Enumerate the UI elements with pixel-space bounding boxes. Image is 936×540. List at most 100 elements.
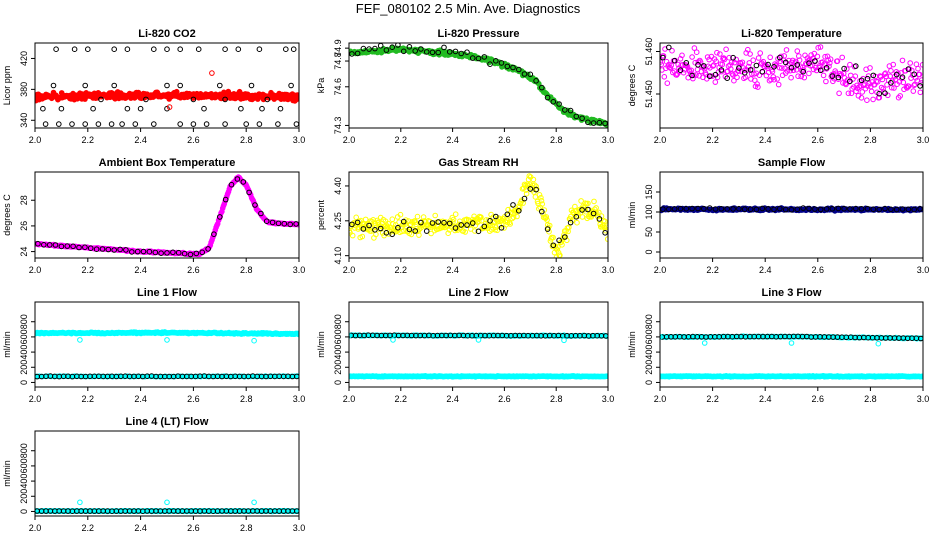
data-point xyxy=(111,46,117,53)
data-point xyxy=(366,46,372,52)
data-point xyxy=(876,94,883,101)
ambient-temp-panel: Ambient Box Temperature degrees C 2.0 2.2 2.… xyxy=(2,157,305,275)
data-point xyxy=(395,43,401,48)
x-tick-label: 2.6 xyxy=(812,394,825,404)
series-low xyxy=(349,373,608,380)
data-point xyxy=(661,74,668,80)
data-point xyxy=(478,214,484,220)
data-point xyxy=(801,74,808,81)
data-point xyxy=(70,243,76,250)
data-point xyxy=(420,214,427,220)
data-point xyxy=(777,54,783,61)
data-point xyxy=(578,198,584,204)
plot-area xyxy=(349,43,608,128)
data-point xyxy=(53,46,59,53)
data-point xyxy=(294,508,299,514)
data-point xyxy=(446,220,453,227)
data-point xyxy=(767,54,774,61)
data-point xyxy=(42,121,49,127)
series-ave xyxy=(40,46,299,127)
data-point xyxy=(187,251,194,258)
data-point xyxy=(46,242,53,248)
data-point xyxy=(544,226,551,232)
data-point xyxy=(664,80,671,86)
data-point xyxy=(418,219,424,226)
chart-title: Gas Stream RH xyxy=(438,157,518,169)
data-point xyxy=(916,71,923,78)
data-point xyxy=(281,220,288,227)
data-point xyxy=(124,46,131,53)
x-tick-label: 2.8 xyxy=(240,523,253,533)
data-point xyxy=(671,57,678,64)
data-point xyxy=(177,121,183,127)
data-point xyxy=(516,204,523,210)
data-point xyxy=(123,247,129,253)
data-point xyxy=(490,214,497,220)
data-point xyxy=(521,195,528,202)
data-point xyxy=(888,80,894,86)
data-point xyxy=(782,59,789,66)
data-point xyxy=(77,337,83,343)
data-point xyxy=(469,55,476,61)
data-point xyxy=(689,205,695,212)
data-point xyxy=(519,197,525,203)
data-point xyxy=(412,48,419,54)
data-point xyxy=(252,202,258,208)
data-point xyxy=(800,68,807,75)
data-point xyxy=(745,46,751,53)
plot-frame xyxy=(348,171,609,259)
data-point xyxy=(146,248,153,255)
data-point xyxy=(536,192,543,198)
data-point xyxy=(124,105,131,112)
data-point xyxy=(562,234,568,240)
data-point xyxy=(406,44,413,50)
data-point xyxy=(757,50,764,56)
data-point xyxy=(550,99,557,105)
x-tick-label: 2.2 xyxy=(706,265,719,275)
data-point xyxy=(58,243,65,250)
plot-frame xyxy=(348,301,609,388)
data-point xyxy=(82,121,88,127)
data-point xyxy=(111,82,117,89)
data-point xyxy=(840,80,846,86)
data-point xyxy=(366,222,372,229)
data-point xyxy=(911,206,918,213)
data-point xyxy=(844,66,850,72)
x-tick-label: 2.0 xyxy=(29,135,42,145)
plot-frame xyxy=(348,42,609,129)
y-tick-label: 200 xyxy=(644,360,654,375)
data-point xyxy=(573,113,580,120)
data-point xyxy=(498,60,505,66)
data-point xyxy=(915,65,921,72)
data-point xyxy=(264,96,271,103)
data-point xyxy=(775,81,782,88)
data-point xyxy=(667,65,674,71)
data-point xyxy=(919,77,923,83)
plot-area xyxy=(35,329,299,380)
data-point xyxy=(111,247,117,253)
y-axis-label: degrees C xyxy=(2,194,12,236)
data-point xyxy=(701,63,707,69)
data-point xyxy=(526,173,533,179)
data-point xyxy=(876,90,883,97)
plot-frame xyxy=(659,42,924,129)
data-point xyxy=(414,213,421,220)
data-point xyxy=(472,228,478,234)
data-point xyxy=(143,96,149,103)
data-point xyxy=(746,60,753,66)
x-tick-label: 2.6 xyxy=(187,394,200,404)
y-tick-label: 74.3 xyxy=(333,117,343,135)
chart-title: Li-820 Temperature xyxy=(741,28,842,40)
data-point xyxy=(719,61,726,68)
data-point xyxy=(679,52,685,59)
data-point xyxy=(173,88,180,95)
data-point xyxy=(867,65,873,71)
data-point xyxy=(701,205,707,212)
data-point xyxy=(777,205,783,212)
y-tick-label: 600 xyxy=(19,329,29,344)
data-point xyxy=(829,206,836,212)
data-point xyxy=(166,104,173,110)
x-tick-label: 2.0 xyxy=(654,394,667,404)
data-point xyxy=(423,228,430,234)
y-axis-label: ml/min xyxy=(316,331,326,358)
